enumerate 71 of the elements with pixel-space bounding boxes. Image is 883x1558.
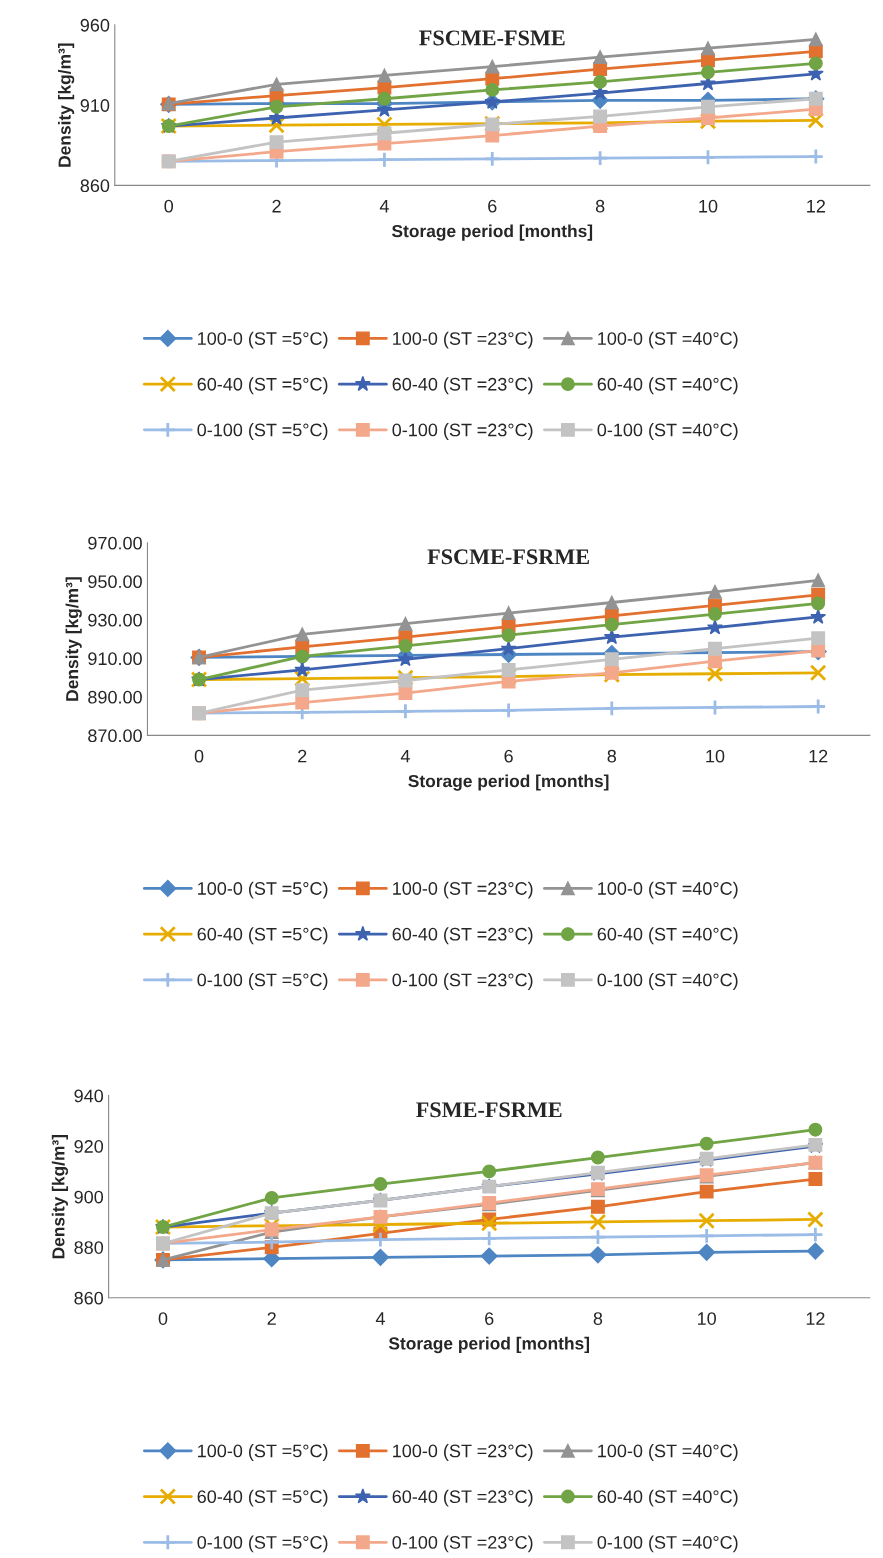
y-tick-label: 910.00 <box>88 652 142 666</box>
legend-label: 0-100 (ST =40°C) <box>597 973 738 990</box>
legend-label: 100-0 (ST =23°C) <box>393 331 533 349</box>
x-tick-label: 6 <box>485 1312 494 1325</box>
legend-label: 0-100 (ST =40°C) <box>597 423 738 440</box>
y-tick-label: 940 <box>74 1089 104 1103</box>
y-tick-label: 870.00 <box>88 729 142 743</box>
legend-label: 60-40 (ST =40°C) <box>597 377 738 395</box>
y-tick-label: 860 <box>74 1291 104 1305</box>
x-tick-label: 4 <box>375 1312 385 1325</box>
legend-label: 60-40 (ST =23°C) <box>392 377 533 395</box>
chart-title: FSCME-FSME <box>419 30 565 46</box>
x-tick-label: 10 <box>697 1312 716 1325</box>
legend-label: 0-100 (ST =23°C) <box>392 1535 533 1553</box>
x-axis-title: Storage period [months] <box>408 774 609 791</box>
legend-label: 60-40 (ST =5°C) <box>197 377 328 395</box>
x-tick-label: 12 <box>807 199 825 213</box>
x-tick-label: 2 <box>298 749 307 763</box>
legend-label: 100-0 (ST =5°C) <box>198 1444 328 1461</box>
x-tick-label: 4 <box>400 749 410 763</box>
x-tick-label: 6 <box>504 749 513 763</box>
legend-label: 100-0 (ST =23°C) <box>393 881 533 899</box>
x-tick-label: 0 <box>194 749 204 763</box>
legend-label: 100-0 (ST =5°C) <box>198 331 328 349</box>
y-tick-label: 950.00 <box>88 575 142 589</box>
x-tick-label: 8 <box>607 749 617 763</box>
y-tick-label: 860 <box>80 179 110 193</box>
legend-label: 0-100 (ST =5°C) <box>197 973 328 990</box>
x-tick-label: 6 <box>488 199 497 213</box>
y-axis-title: Density [kg/m³] <box>51 1134 69 1259</box>
x-tick-label: 2 <box>272 199 281 213</box>
legend-label: 60-40 (ST =23°C) <box>392 927 533 945</box>
legend-label: 0-100 (ST =23°C) <box>392 973 533 990</box>
x-tick-label: 8 <box>595 199 605 213</box>
legend-label: 100-0 (ST =5°C) <box>198 881 328 899</box>
legend-label: 60-40 (ST =5°C) <box>197 1489 328 1507</box>
y-axis-title: Density [kg/m³] <box>65 577 82 701</box>
x-axis-title: Storage period [months] <box>391 224 593 241</box>
y-tick-label: 970.00 <box>88 536 142 550</box>
y-tick-label: 900 <box>74 1190 104 1204</box>
x-axis-title: Storage period [months] <box>388 1336 590 1354</box>
legend-label: 60-40 (ST =5°C) <box>197 927 328 945</box>
legend-label: 0-100 (ST =5°C) <box>197 423 328 440</box>
y-tick-label: 920 <box>74 1140 104 1153</box>
x-tick-label: 12 <box>809 749 828 763</box>
legend-label: 100-0 (ST =40°C) <box>598 881 738 899</box>
chart-title: FSME-FSRME <box>416 1102 562 1118</box>
chart-title: FSCME-FSRME <box>427 549 589 565</box>
y-tick-label: 960 <box>80 18 110 32</box>
legend-label: 0-100 (ST =40°C) <box>597 1535 738 1553</box>
x-tick-label: 10 <box>706 749 725 763</box>
x-tick-label: 2 <box>267 1312 276 1325</box>
legend-label: 0-100 (ST =23°C) <box>392 423 533 440</box>
legend-label: 60-40 (ST =40°C) <box>597 927 738 945</box>
y-tick-label: 880 <box>74 1241 104 1254</box>
legend-label: 100-0 (ST =23°C) <box>393 1444 533 1461</box>
legend-label: 100-0 (ST =40°C) <box>598 331 738 349</box>
y-axis-title: Density [kg/m³] <box>57 43 75 167</box>
y-tick-label: 930.00 <box>88 613 142 627</box>
x-tick-label: 8 <box>593 1312 603 1325</box>
legend-label: 100-0 (ST =40°C) <box>598 1444 738 1461</box>
legend-label: 0-100 (ST =5°C) <box>197 1535 328 1553</box>
x-tick-label: 10 <box>699 199 718 213</box>
x-tick-label: 4 <box>379 199 389 213</box>
x-tick-label: 0 <box>158 1312 168 1325</box>
legend-label: 60-40 (ST =23°C) <box>392 1489 533 1507</box>
x-tick-label: 0 <box>164 199 174 213</box>
x-tick-label: 12 <box>806 1312 825 1325</box>
y-tick-label: 890.00 <box>88 690 142 704</box>
legend-label: 60-40 (ST =40°C) <box>597 1489 738 1507</box>
y-tick-label: 910 <box>80 99 110 112</box>
